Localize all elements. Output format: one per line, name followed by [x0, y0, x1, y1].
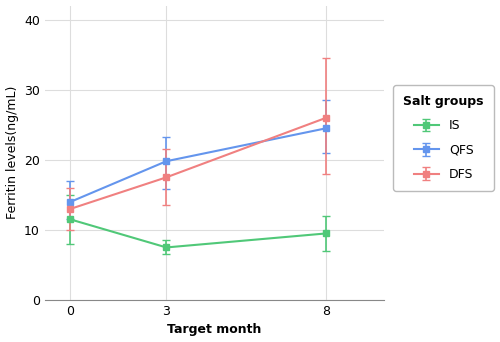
Y-axis label: Ferritin levels(ng/mL): Ferritin levels(ng/mL) — [6, 86, 18, 220]
Legend: IS, QFS, DFS: IS, QFS, DFS — [394, 85, 494, 191]
X-axis label: Target month: Target month — [167, 324, 262, 337]
